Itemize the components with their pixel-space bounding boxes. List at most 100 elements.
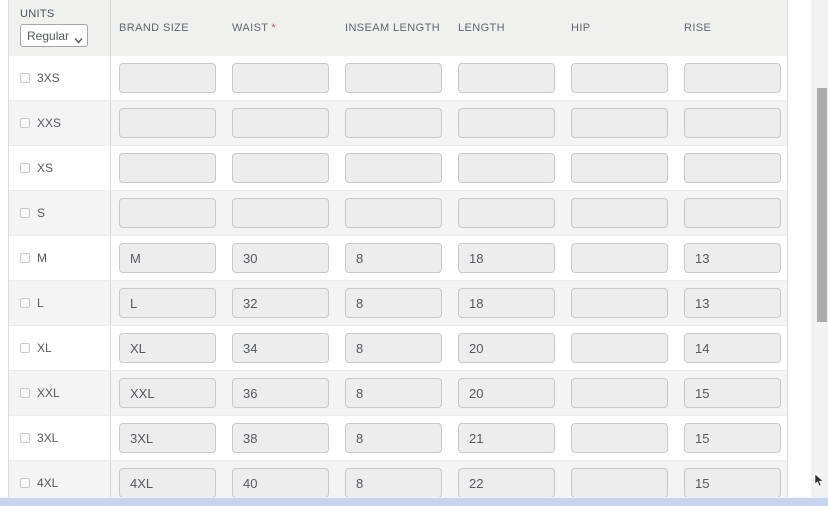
waist-input-4xl[interactable] bbox=[232, 468, 329, 498]
length-input-xxl[interactable] bbox=[458, 378, 555, 408]
length-input-xs[interactable] bbox=[458, 153, 555, 183]
row-checkbox-xxl[interactable] bbox=[20, 388, 30, 398]
waist-input-xl[interactable] bbox=[232, 333, 329, 363]
inseam-length-input-m[interactable] bbox=[345, 243, 442, 273]
cell-length bbox=[450, 243, 563, 273]
column-headers: BRAND SIZE WAIST * INSEAM LENGTH LENGTH HIP RI… bbox=[111, 0, 789, 56]
length-input-xl[interactable] bbox=[458, 333, 555, 363]
cell-waist bbox=[224, 63, 337, 93]
row-checkbox-3xs[interactable] bbox=[20, 73, 30, 83]
brand-size-input-3xs[interactable] bbox=[119, 63, 216, 93]
hip-input-4xl[interactable] bbox=[571, 468, 668, 498]
waist-input-3xs[interactable] bbox=[232, 63, 329, 93]
brand-size-input-m[interactable] bbox=[119, 243, 216, 273]
cell-brand-size bbox=[111, 288, 224, 318]
rise-input-l[interactable] bbox=[684, 288, 781, 318]
brand-size-input-xxs[interactable] bbox=[119, 108, 216, 138]
row-label-cell: M bbox=[9, 236, 111, 280]
length-input-3xl[interactable] bbox=[458, 423, 555, 453]
waist-input-s[interactable] bbox=[232, 198, 329, 228]
length-input-m[interactable] bbox=[458, 243, 555, 273]
size-label: XS bbox=[37, 161, 54, 175]
cell-rise bbox=[676, 423, 789, 453]
cell-length bbox=[450, 288, 563, 318]
length-input-4xl[interactable] bbox=[458, 468, 555, 498]
rise-input-xxs[interactable] bbox=[684, 108, 781, 138]
inseam-length-input-3xl[interactable] bbox=[345, 423, 442, 453]
brand-size-input-xl[interactable] bbox=[119, 333, 216, 363]
mouse-cursor bbox=[814, 473, 826, 488]
size-label: L bbox=[37, 296, 44, 310]
hip-input-xxs[interactable] bbox=[571, 108, 668, 138]
cell-length bbox=[450, 378, 563, 408]
table-row-xl: XL bbox=[9, 326, 787, 371]
row-checkbox-l[interactable] bbox=[20, 298, 30, 308]
rise-input-3xl[interactable] bbox=[684, 423, 781, 453]
rise-input-xl[interactable] bbox=[684, 333, 781, 363]
row-checkbox-s[interactable] bbox=[20, 208, 30, 218]
inseam-length-input-l[interactable] bbox=[345, 288, 442, 318]
vertical-scrollbar[interactable] bbox=[811, 0, 828, 497]
waist-input-xxs[interactable] bbox=[232, 108, 329, 138]
units-select[interactable]: Regular bbox=[20, 24, 88, 47]
hip-input-xl[interactable] bbox=[571, 333, 668, 363]
brand-size-input-xxl[interactable] bbox=[119, 378, 216, 408]
length-input-3xs[interactable] bbox=[458, 63, 555, 93]
cell-brand-size bbox=[111, 198, 224, 228]
waist-input-l[interactable] bbox=[232, 288, 329, 318]
vertical-scrollbar-thumb[interactable] bbox=[817, 88, 827, 322]
cell-inseam-length bbox=[337, 378, 450, 408]
cell-length bbox=[450, 423, 563, 453]
waist-input-3xl[interactable] bbox=[232, 423, 329, 453]
column-header-label: INSEAM LENGTH bbox=[345, 22, 441, 34]
length-input-l[interactable] bbox=[458, 288, 555, 318]
hip-input-l[interactable] bbox=[571, 288, 668, 318]
row-checkbox-xxs[interactable] bbox=[20, 118, 30, 128]
length-input-xxs[interactable] bbox=[458, 108, 555, 138]
size-label: S bbox=[37, 206, 46, 220]
brand-size-input-xs[interactable] bbox=[119, 153, 216, 183]
inseam-length-input-4xl[interactable] bbox=[345, 468, 442, 498]
hip-input-3xs[interactable] bbox=[571, 63, 668, 93]
hip-input-xxl[interactable] bbox=[571, 378, 668, 408]
inseam-length-input-s[interactable] bbox=[345, 198, 442, 228]
table-row-3xs: 3XS bbox=[9, 56, 787, 101]
waist-input-xs[interactable] bbox=[232, 153, 329, 183]
row-checkbox-m[interactable] bbox=[20, 253, 30, 263]
row-checkbox-4xl[interactable] bbox=[20, 478, 30, 488]
table-body: 3XS XXS XS S M L XL XXL 3XL 4XL bbox=[9, 56, 787, 506]
inseam-length-input-3xs[interactable] bbox=[345, 63, 442, 93]
cell-rise bbox=[676, 108, 789, 138]
rise-input-s[interactable] bbox=[684, 198, 781, 228]
inseam-length-input-xxl[interactable] bbox=[345, 378, 442, 408]
rise-input-xxl[interactable] bbox=[684, 378, 781, 408]
rise-input-m[interactable] bbox=[684, 243, 781, 273]
cell-waist bbox=[224, 288, 337, 318]
column-header-inseam-length: INSEAM LENGTH bbox=[337, 22, 450, 34]
cell-rise bbox=[676, 153, 789, 183]
cell-rise bbox=[676, 288, 789, 318]
inseam-length-input-xl[interactable] bbox=[345, 333, 442, 363]
row-checkbox-xs[interactable] bbox=[20, 163, 30, 173]
row-checkbox-xl[interactable] bbox=[20, 343, 30, 353]
row-checkbox-3xl[interactable] bbox=[20, 433, 30, 443]
inseam-length-input-xs[interactable] bbox=[345, 153, 442, 183]
rise-input-xs[interactable] bbox=[684, 153, 781, 183]
rise-input-4xl[interactable] bbox=[684, 468, 781, 498]
hip-input-s[interactable] bbox=[571, 198, 668, 228]
table-row-xxl: XXL bbox=[9, 371, 787, 416]
brand-size-input-l[interactable] bbox=[119, 288, 216, 318]
rise-input-3xs[interactable] bbox=[684, 63, 781, 93]
waist-input-xxl[interactable] bbox=[232, 378, 329, 408]
brand-size-input-s[interactable] bbox=[119, 198, 216, 228]
hip-input-3xl[interactable] bbox=[571, 423, 668, 453]
hip-input-xs[interactable] bbox=[571, 153, 668, 183]
waist-input-m[interactable] bbox=[232, 243, 329, 273]
length-input-s[interactable] bbox=[458, 198, 555, 228]
horizontal-scrollbar[interactable] bbox=[0, 497, 828, 506]
hip-input-m[interactable] bbox=[571, 243, 668, 273]
brand-size-input-4xl[interactable] bbox=[119, 468, 216, 498]
brand-size-input-3xl[interactable] bbox=[119, 423, 216, 453]
cell-length bbox=[450, 108, 563, 138]
inseam-length-input-xxs[interactable] bbox=[345, 108, 442, 138]
